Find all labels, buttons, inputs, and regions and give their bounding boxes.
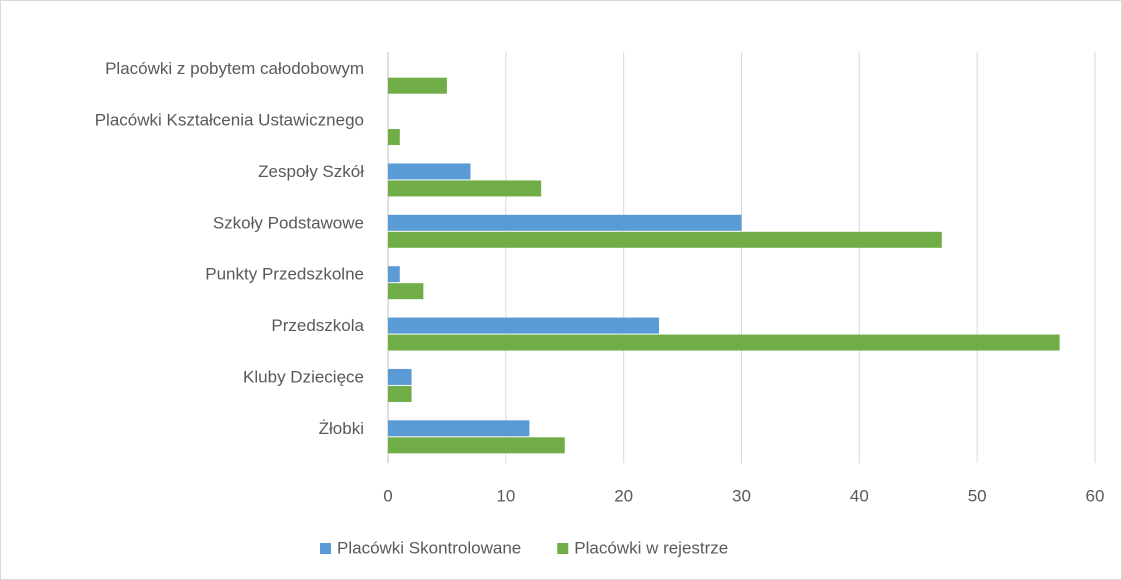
- x-tick-label: 30: [732, 486, 751, 505]
- y-tick-label: Kluby Dziecięce: [243, 367, 364, 386]
- x-tick-label: 10: [496, 486, 515, 505]
- bar: [388, 334, 1060, 351]
- y-tick-label: Punkty Przedszkolne: [205, 265, 364, 284]
- y-tick-label: Żłobki: [319, 419, 364, 438]
- bar: [388, 77, 447, 94]
- bar: [388, 317, 660, 334]
- bar: [388, 180, 542, 197]
- legend-label: Placówki w rejestrze: [574, 538, 728, 557]
- bar: [388, 437, 565, 454]
- bar: [388, 420, 530, 437]
- x-tick-label: 20: [614, 486, 633, 505]
- bar: [388, 214, 742, 231]
- bar: [388, 266, 400, 283]
- y-tick-label: Placówki z pobytem całodobowym: [105, 59, 364, 78]
- y-tick-label: Szkoły Podstawowe: [213, 213, 364, 232]
- legend-label: Placówki Skontrolowane: [337, 538, 521, 557]
- y-tick-label: Placówki Kształcenia Ustawicznego: [95, 111, 364, 130]
- y-tick-label: Przedszkola: [271, 316, 364, 335]
- bar: [388, 129, 400, 146]
- x-tick-label: 60: [1086, 486, 1105, 505]
- legend-swatch: [320, 543, 331, 554]
- y-tick-label: Zespoły Szkół: [258, 162, 364, 181]
- bar: [388, 283, 424, 300]
- x-tick-label: 40: [850, 486, 869, 505]
- bar: [388, 163, 471, 180]
- x-tick-label: 50: [968, 486, 987, 505]
- bar: [388, 368, 412, 385]
- bar: [388, 231, 942, 248]
- bar: [388, 385, 412, 402]
- x-tick-label: 0: [383, 486, 392, 505]
- legend-swatch: [557, 543, 569, 554]
